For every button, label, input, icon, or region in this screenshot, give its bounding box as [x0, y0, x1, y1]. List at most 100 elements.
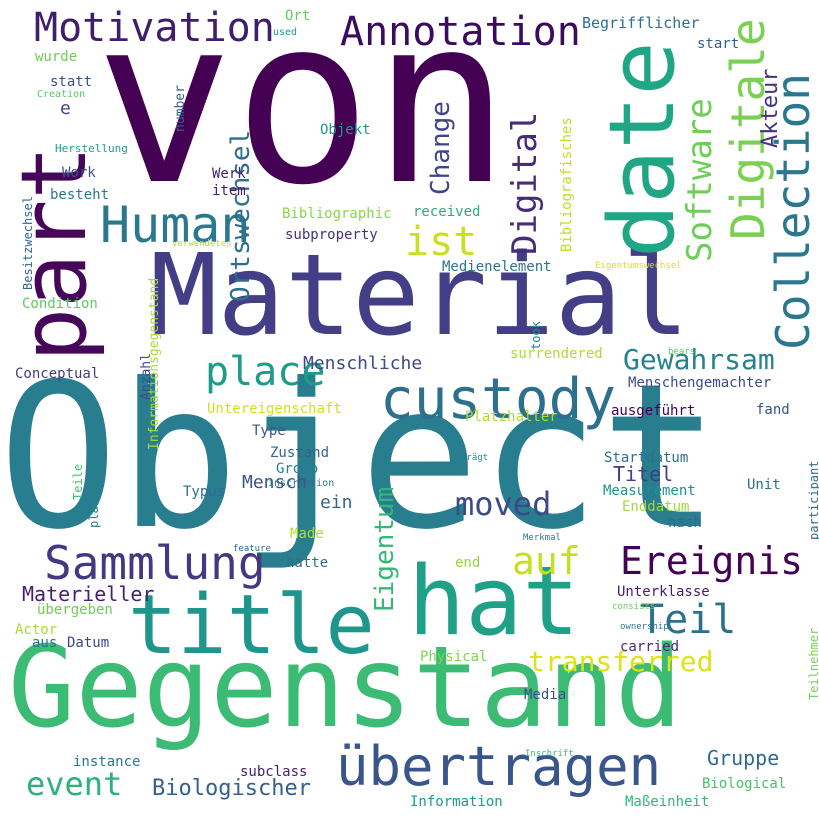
cloud-word: Eigentumswechsel	[595, 261, 682, 271]
cloud-word: placeholder	[87, 448, 101, 528]
cloud-word: Bibliographic	[282, 206, 392, 222]
cloud-word: carried	[620, 639, 680, 655]
cloud-word: transferred	[528, 645, 714, 678]
cloud-word: consists	[612, 602, 656, 612]
cloud-word: Ereignis	[620, 539, 804, 583]
cloud-word: Made	[290, 526, 324, 542]
cloud-word: Type	[252, 423, 286, 439]
cloud-word: used	[273, 27, 298, 38]
cloud-word: instance	[73, 754, 141, 770]
cloud-word: Conceptual	[15, 366, 100, 382]
cloud-word: Akteur	[758, 68, 783, 148]
cloud-word: ein	[320, 492, 353, 513]
cloud-word: Creation	[37, 89, 86, 100]
cloud-word: hatte	[286, 555, 329, 571]
cloud-word: Teil	[640, 597, 737, 643]
cloud-word: received	[413, 204, 481, 220]
cloud-word: Typus	[183, 484, 226, 500]
cloud-word: Condition	[22, 296, 98, 312]
cloud-word: Information	[410, 794, 503, 810]
cloud-word: event	[26, 765, 123, 803]
cloud-word: Werk	[212, 166, 246, 182]
cloud-word: Startdatum	[604, 450, 689, 466]
cloud-word: date	[590, 41, 695, 258]
cloud-word: Software	[680, 98, 720, 262]
cloud-word: von	[95, 0, 511, 236]
cloud-word: Bibliografisches	[559, 117, 575, 252]
cloud-word: Merkmal	[523, 533, 561, 543]
cloud-word: ausgeführt	[611, 403, 696, 419]
cloud-word: title	[128, 578, 375, 673]
cloud-word: Platzhalter	[465, 409, 558, 425]
cloud-word: ownership	[620, 622, 669, 632]
cloud-word: Material	[150, 231, 690, 361]
cloud-word: Inschrift	[525, 749, 574, 759]
cloud-word: custody	[380, 367, 617, 432]
cloud-word: subproperty	[285, 227, 378, 243]
cloud-word: übergeben	[37, 602, 113, 618]
cloud-word: Besitzwechsel	[21, 196, 35, 290]
cloud-word: Menschliche	[303, 353, 423, 374]
cloud-word: wurde	[35, 49, 78, 65]
cloud-word: verwendetes	[172, 239, 232, 249]
cloud-word: feature	[233, 544, 271, 554]
cloud-word: Annotation	[340, 9, 581, 55]
cloud-word: Teilnehmer	[807, 627, 819, 700]
cloud-word: Begrifflicher	[582, 14, 700, 32]
cloud-word: statt	[50, 74, 93, 90]
cloud-word: Sammlung	[44, 536, 266, 590]
cloud-word: übertragen	[336, 735, 662, 798]
cloud-word: Gegenstand	[8, 623, 683, 753]
cloud-word: inscription	[268, 478, 335, 489]
cloud-word: besteht	[50, 187, 110, 203]
cloud-word: hat	[408, 547, 580, 657]
cloud-word: auf	[512, 539, 581, 583]
cloud-word: Ortswechsel	[226, 129, 256, 302]
cloud-word: Biologischer	[152, 776, 311, 801]
cloud-word: aus	[32, 635, 58, 651]
cloud-word: Menschengemachter	[628, 375, 772, 391]
cloud-word: Media	[524, 687, 567, 703]
cloud-word: Maßeinheit	[625, 794, 710, 810]
cloud-word: number	[173, 85, 188, 132]
cloud-word: Enddatum	[622, 499, 690, 515]
cloud-word: nach	[668, 515, 702, 531]
cloud-word: ist	[405, 219, 478, 265]
cloud-word: Herstellung	[55, 142, 128, 155]
cloud-word: Objekt	[320, 122, 371, 138]
cloud-word: Titel	[613, 462, 674, 486]
cloud-word: Datum	[67, 635, 110, 651]
cloud-word: Measurement	[603, 483, 696, 499]
cloud-word: Zustand	[270, 445, 330, 461]
cloud-word: trägt	[461, 453, 489, 463]
cloud-word: Ort	[285, 8, 311, 24]
cloud-word: Unit	[747, 477, 781, 493]
cloud-word: Biological	[702, 776, 787, 792]
cloud-word: start	[697, 36, 740, 52]
cloud-word: Eigentum	[370, 486, 400, 612]
cloud-word: Medienelement	[442, 259, 552, 275]
cloud-word: place	[205, 349, 326, 395]
cloud-word: Anzahl	[139, 353, 154, 400]
cloud-word: Actor	[15, 622, 58, 638]
cloud-word: Materieller	[22, 582, 155, 606]
cloud-word: Mensch	[242, 472, 308, 493]
cloud-word: Gruppe	[707, 746, 780, 770]
cloud-word: Teile	[71, 463, 85, 500]
cloud-word: Object	[0, 341, 721, 574]
cloud-word: Physical	[420, 649, 488, 665]
cloud-word: Digital	[505, 111, 545, 255]
cloud-word: surrendered	[510, 346, 603, 362]
cloud-word: Motivation	[34, 5, 275, 51]
cloud-word: fand	[756, 402, 790, 418]
cloud-word: e	[60, 98, 71, 119]
cloud-word: Change	[426, 101, 456, 195]
cloud-word: Unterklasse	[617, 584, 710, 600]
cloud-word: Group	[276, 461, 319, 477]
cloud-word: end	[455, 555, 481, 571]
cloud-word: subclass	[240, 764, 308, 780]
cloud-word: item	[212, 183, 246, 199]
cloud-word: Gewahrsam	[623, 343, 775, 376]
cloud-word: Untereigenschaft	[207, 401, 342, 417]
